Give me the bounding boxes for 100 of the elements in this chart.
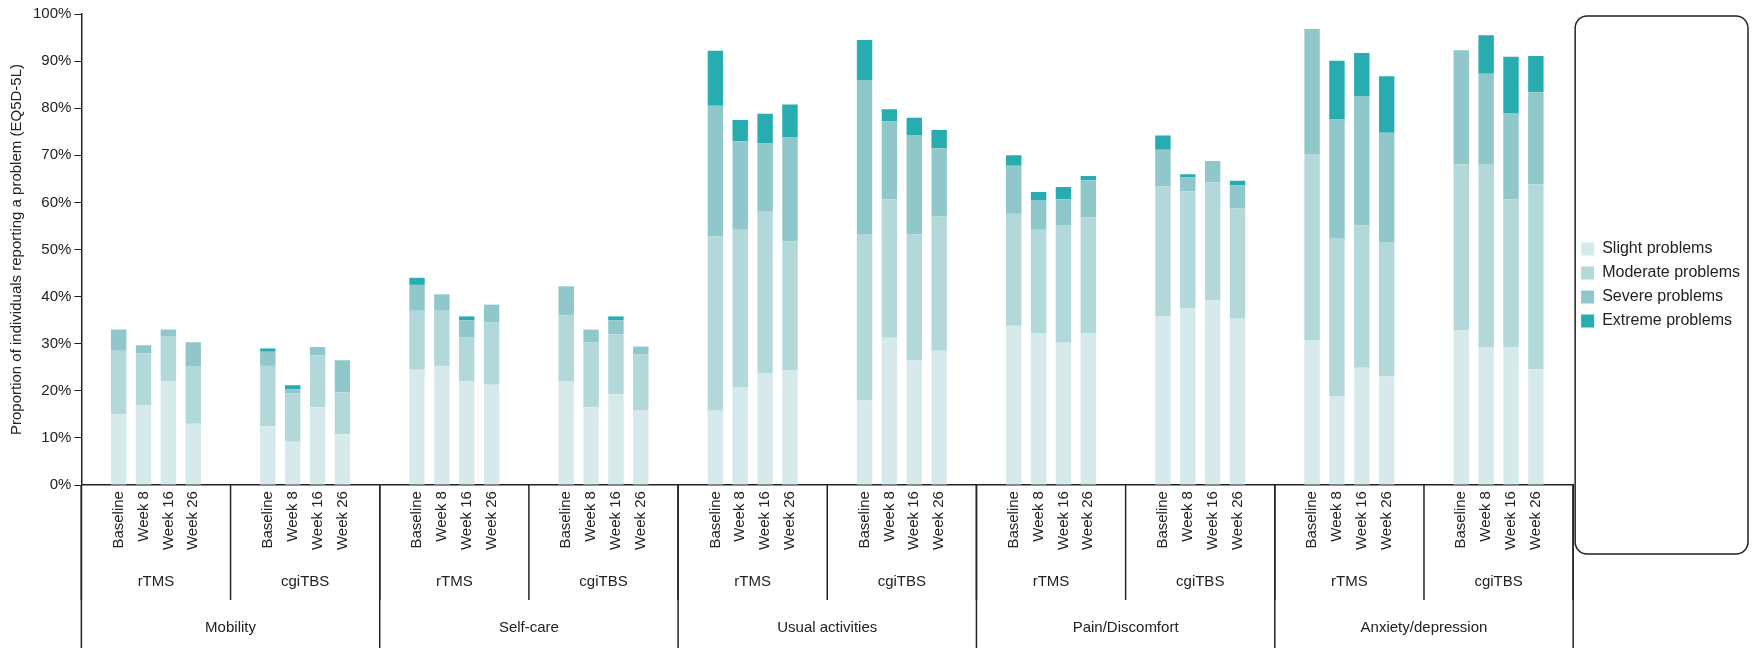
x-tick-label: Week 16 xyxy=(1501,491,1519,551)
bar xyxy=(1478,73,1494,165)
bar xyxy=(110,329,127,351)
x-tick-label: Week 16 xyxy=(307,491,325,551)
bar xyxy=(608,320,624,335)
bar xyxy=(1478,164,1494,348)
bar xyxy=(284,389,301,394)
bar xyxy=(185,342,201,366)
bar xyxy=(459,316,475,321)
x-tick-label: Baseline xyxy=(1302,491,1320,549)
bar xyxy=(906,117,922,136)
x-tick-label: Baseline xyxy=(1153,491,1171,549)
bar xyxy=(1006,325,1022,485)
bar xyxy=(782,241,798,371)
bar xyxy=(1229,185,1246,209)
bar xyxy=(160,336,177,382)
bar xyxy=(260,426,276,485)
x-tick-label: Baseline xyxy=(556,491,574,549)
bar xyxy=(1155,186,1171,317)
bar xyxy=(1503,112,1519,200)
x-tick-label: Week 26 xyxy=(481,491,499,551)
bar xyxy=(409,310,425,370)
y-tick-label: 0% xyxy=(49,475,72,493)
x-tick-label: Week 26 xyxy=(332,491,350,551)
y-tick-label: 80% xyxy=(41,98,72,116)
bar xyxy=(732,229,748,388)
x-tick-label: Week 26 xyxy=(1526,491,1543,551)
bar xyxy=(434,294,450,311)
x-tick-label: Week 16 xyxy=(158,491,176,551)
x-tick-label: Week 16 xyxy=(456,491,474,551)
bar xyxy=(334,360,351,393)
bar xyxy=(1528,369,1544,485)
x-tick-label: Week 8 xyxy=(879,491,897,542)
bar xyxy=(1055,199,1072,226)
x-tick-label: Week 16 xyxy=(1053,491,1071,551)
bar xyxy=(558,315,574,382)
bar xyxy=(409,369,425,485)
bar xyxy=(309,355,326,408)
bar xyxy=(757,113,773,144)
bar xyxy=(1528,55,1544,93)
x-tick-label: Week 8 xyxy=(432,491,450,542)
bar xyxy=(1055,225,1072,343)
bar xyxy=(1453,50,1469,165)
bar xyxy=(459,337,475,382)
x-tick-label: Week 8 xyxy=(282,491,300,542)
x-tick-label: Week 8 xyxy=(1327,491,1345,542)
bar xyxy=(1204,299,1221,485)
bar xyxy=(260,365,276,427)
bar xyxy=(260,348,276,352)
bar xyxy=(1354,225,1370,368)
bar xyxy=(1378,242,1395,377)
x-tick-label: Week 26 xyxy=(1227,491,1245,551)
text: cgiTBS xyxy=(877,572,927,590)
bar xyxy=(1080,333,1097,485)
x-tick-label: Baseline xyxy=(1451,491,1469,549)
bar xyxy=(931,129,947,149)
bar xyxy=(284,385,301,390)
bar xyxy=(757,372,773,485)
bar xyxy=(1503,347,1519,485)
x-tick-label: Week 16 xyxy=(755,491,773,551)
bar xyxy=(1006,165,1022,214)
x-tick-label: Baseline xyxy=(705,491,723,549)
bar xyxy=(434,365,450,485)
bar xyxy=(409,284,425,311)
x-tick-label: Week 26 xyxy=(780,491,798,551)
bar xyxy=(1030,192,1047,201)
x-tick-label: Week 26 xyxy=(929,491,947,551)
bar xyxy=(185,365,201,424)
bar xyxy=(1055,342,1072,485)
bar xyxy=(1006,155,1022,166)
bar xyxy=(782,104,798,138)
bar xyxy=(757,211,773,373)
bar xyxy=(1354,53,1370,96)
x-tick-label: Baseline xyxy=(854,491,872,549)
bar xyxy=(483,322,500,385)
bar xyxy=(732,141,748,230)
bar xyxy=(1453,164,1469,331)
bar xyxy=(707,410,724,485)
bar xyxy=(459,381,475,485)
y-tick-label: 70% xyxy=(41,145,72,163)
bar xyxy=(135,404,152,485)
bar xyxy=(633,346,649,355)
y-tick-label: 60% xyxy=(41,192,72,210)
bar xyxy=(135,353,152,405)
bar xyxy=(707,50,724,106)
x-tick-label: Baseline xyxy=(407,491,425,549)
text: Anxiety/depression xyxy=(1360,618,1488,636)
text: cgiTBS xyxy=(280,572,330,590)
bar xyxy=(558,381,574,485)
bar xyxy=(583,329,599,343)
bar xyxy=(1229,208,1246,319)
bar xyxy=(110,414,127,485)
bar xyxy=(1180,191,1196,308)
x-tick-label: Week 8 xyxy=(133,491,151,542)
bar xyxy=(185,423,201,485)
text: Mobility xyxy=(205,618,257,636)
bar xyxy=(732,387,748,485)
bar xyxy=(1030,332,1047,485)
bar xyxy=(334,392,351,435)
bar xyxy=(135,345,152,354)
